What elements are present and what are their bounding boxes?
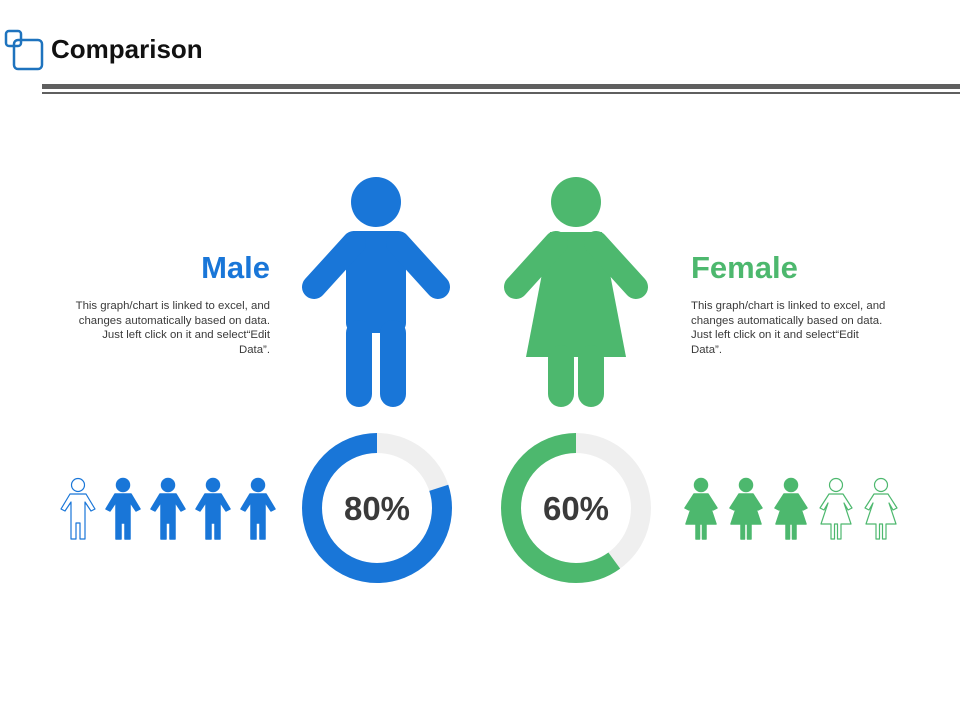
male-description: This graph/chart is linked to excel, and… bbox=[75, 300, 270, 356]
page-title: Comparison bbox=[51, 34, 203, 64]
female-person-outline-icon bbox=[819, 477, 853, 540]
female-person-filled-icon bbox=[774, 477, 808, 540]
male-person-filled-icon bbox=[240, 477, 276, 540]
female-person-filled-icon bbox=[729, 477, 763, 540]
female-icon-row bbox=[679, 476, 904, 542]
squares-logo-icon bbox=[4, 29, 44, 71]
male-heading: Male bbox=[201, 250, 270, 285]
male-figure-icon bbox=[302, 177, 450, 407]
male-donut-chart bbox=[302, 433, 452, 583]
male-person-outline-icon bbox=[60, 477, 96, 540]
male-icon-row bbox=[56, 476, 281, 542]
female-heading: Female bbox=[691, 250, 798, 285]
female-figure-icon bbox=[504, 177, 648, 407]
female-person-outline-icon bbox=[864, 477, 898, 540]
female-percent-label: 60% bbox=[542, 490, 610, 527]
male-donut-arc bbox=[302, 433, 452, 583]
female-donut-arc bbox=[501, 433, 651, 583]
male-person-filled-icon bbox=[195, 477, 231, 540]
male-person-filled-icon bbox=[150, 477, 186, 540]
male-percent-label: 80% bbox=[343, 490, 411, 527]
male-person-filled-icon bbox=[105, 477, 141, 540]
female-description: This graph/chart is linked to excel, and… bbox=[691, 300, 886, 356]
header-rule-thick bbox=[42, 84, 960, 89]
female-person-filled-icon bbox=[684, 477, 718, 540]
header-rule-thin bbox=[42, 92, 960, 94]
female-donut-chart bbox=[501, 433, 651, 583]
